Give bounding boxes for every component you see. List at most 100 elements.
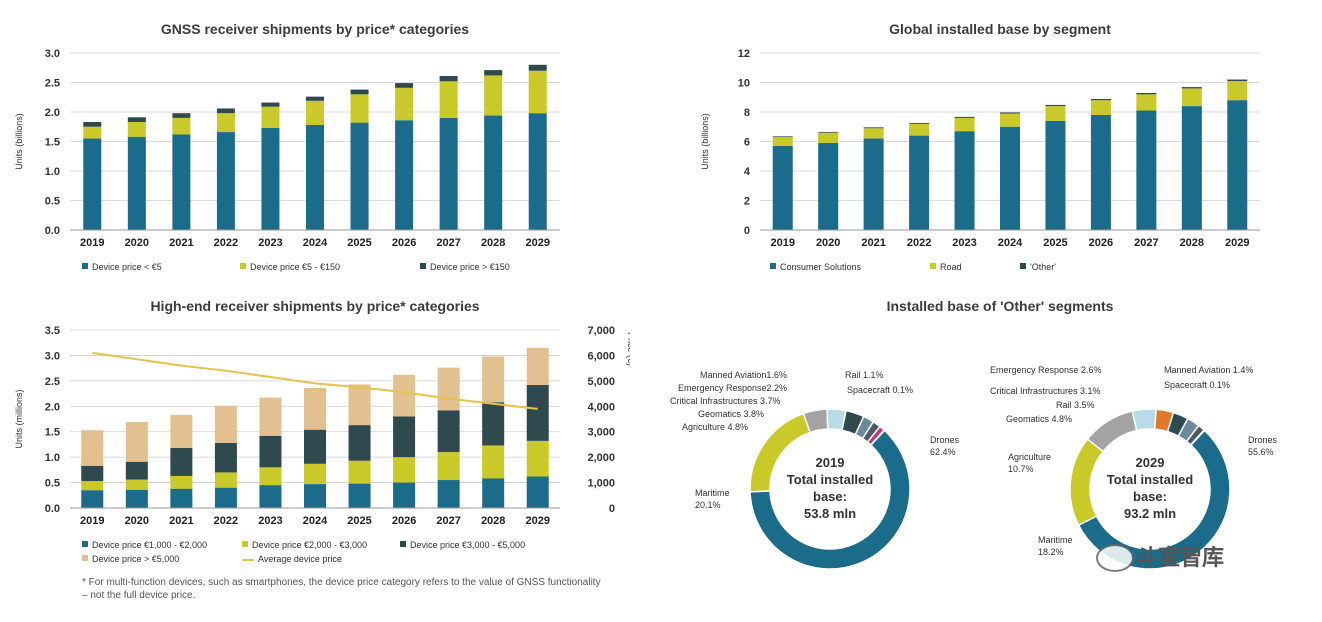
chart4-svg: Drones 62.4% Maritime 20.1% Agriculture 4.8%…	[670, 365, 1278, 570]
chart3-footnote: * For multi-function devices, such as sm…	[82, 577, 601, 601]
c1-bar	[83, 126, 102, 139]
c4-slice-label: Rail 3.5%	[1056, 400, 1095, 410]
c1-bar	[439, 81, 458, 118]
c2-bar	[1181, 87, 1202, 89]
c2-bar	[1090, 99, 1111, 101]
c3-bar	[125, 422, 148, 462]
c1-bar	[395, 120, 414, 230]
c4-slice-label: Maritime	[1038, 535, 1073, 545]
c3-xtick: 2024	[303, 515, 328, 527]
c2-xtick: 2028	[1180, 237, 1204, 249]
c3-ytick: 0.0	[45, 503, 60, 515]
c1-bar	[306, 100, 324, 125]
c2-ytick: 4	[744, 166, 751, 178]
c3-ytick: 2.5	[45, 376, 60, 388]
c3-bar	[482, 445, 505, 479]
c1-bar	[127, 136, 146, 230]
c1-xtick: 2019	[80, 237, 104, 249]
c3-bar	[304, 484, 326, 508]
c1-xtick: 2028	[481, 237, 505, 249]
c1-bar	[528, 64, 547, 71]
c3-bar	[393, 416, 416, 458]
c3-ylabel: Units (millions)	[14, 389, 24, 448]
c4-center-text: base:	[813, 489, 847, 504]
c3-bar	[526, 347, 549, 385]
c3-legend-swatch	[242, 541, 248, 547]
c3-bar	[437, 410, 460, 453]
c3-ytick: 1.0	[45, 452, 60, 464]
c1-ytick: 2.5	[45, 78, 60, 90]
c3-xtick: 2028	[481, 515, 505, 527]
c2-ytick: 2	[744, 196, 750, 208]
c3-bar	[526, 440, 549, 477]
c1-bar	[439, 117, 458, 230]
c4-slice	[1069, 437, 1105, 527]
c4-slice	[1086, 410, 1138, 453]
c4-center-text: 93.2 mln	[1124, 506, 1176, 521]
c3-y2tick: 0	[609, 503, 615, 515]
c3-bar	[259, 467, 282, 486]
c2-bar	[772, 145, 793, 230]
c2-bar	[818, 132, 839, 143]
c4-slice-label: 18.2%	[1038, 547, 1064, 557]
c3-xtick: 2019	[80, 515, 104, 527]
c3-bar	[437, 480, 460, 508]
c2-bar	[1181, 106, 1202, 230]
c4-center-text: 2019	[816, 455, 845, 470]
c3-bar	[214, 487, 237, 508]
c4-slice-label: Maritime	[695, 488, 730, 498]
c1-bar	[484, 75, 503, 116]
c2-bar	[1000, 126, 1020, 230]
c2-ylabel: Units (billions)	[700, 113, 710, 170]
c3-bar	[482, 402, 505, 446]
c1-bar	[216, 132, 235, 230]
c1-bar	[350, 122, 369, 230]
c4-slice-label: 10.7%	[1008, 464, 1034, 474]
c1-ytick: 1.0	[45, 166, 60, 178]
c3-xtick: 2023	[258, 515, 282, 527]
c4-slice-label: Drones	[1248, 435, 1278, 445]
c3-bar	[125, 479, 148, 490]
c2-bar	[909, 123, 930, 136]
c4-slice-label: Agriculture	[1008, 452, 1051, 462]
c4-slice	[869, 429, 886, 447]
c3-bar	[304, 387, 326, 430]
c2-xtick: 2024	[998, 237, 1023, 249]
c2-bar	[1090, 114, 1111, 230]
c1-xtick: 2024	[303, 237, 328, 249]
c2-bar	[818, 142, 839, 230]
c3-bar	[214, 472, 237, 488]
c3-bar	[348, 425, 371, 461]
c1-bar	[395, 87, 414, 121]
c1-legend-label: Device price €5 - €150	[250, 262, 340, 272]
c4-slice-label: Rail 1.1%	[845, 370, 884, 380]
chart2-svg: 0 2 4 6 8 10 12 Units (billions) 2019 2020 2021 202…	[700, 48, 1260, 272]
c3-bar	[125, 489, 148, 508]
c2-bar	[1045, 120, 1066, 230]
c3-bar	[170, 475, 193, 489]
c1-ytick: 0.0	[45, 225, 60, 237]
c4-slice-label: 55.6%	[1248, 447, 1274, 457]
chart3-title: High-end receiver shipments by price* ca…	[150, 298, 480, 314]
c2-xtick: 2026	[1089, 237, 1113, 249]
c3-y2tick: 5,000	[587, 376, 615, 388]
c3-xtick: 2021	[169, 515, 193, 527]
c3-bar	[304, 429, 326, 464]
c3-bar	[214, 442, 237, 473]
c2-bar	[772, 136, 793, 138]
c4-slice-label: Geomatics 4.8%	[1006, 414, 1072, 424]
c3-legend-label: Device price €1,000 - €2,000	[92, 540, 207, 550]
c3-legend-label: Device price €2,000 - €3,000	[252, 540, 367, 550]
c3-bar	[482, 356, 505, 403]
chart4-title: Installed base of 'Other' segments	[886, 298, 1114, 314]
c3-bar	[482, 478, 505, 508]
c2-bar	[1227, 100, 1248, 230]
c3-y2label: Price (€)	[626, 332, 630, 366]
c1-bar	[395, 83, 414, 88]
c4-center-text: 2029	[1136, 455, 1165, 470]
c4-center-text: Total installed	[1107, 472, 1193, 487]
c2-bar	[1090, 100, 1111, 115]
c2-bar	[863, 138, 884, 230]
c3-ytick: 0.5	[45, 478, 60, 490]
c2-bar	[954, 131, 975, 230]
